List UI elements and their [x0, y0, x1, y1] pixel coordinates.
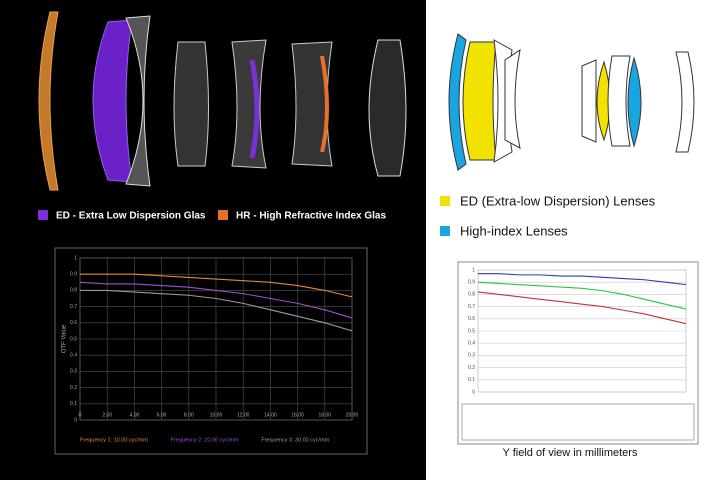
- lens-diagram: [448, 33, 695, 171]
- y-tick-label: 0.3: [468, 353, 475, 359]
- x-tick-label: 18.00: [319, 412, 332, 418]
- y-tick-label: 1: [472, 267, 475, 273]
- y-tick-label: 0.6: [70, 320, 77, 326]
- legend-label: ED (Extra-low Dispersion) Lenses: [460, 193, 656, 208]
- x-tick-label: 6.00: [157, 412, 167, 418]
- x-tick-label: 4.00: [130, 412, 140, 418]
- y-tick-label: 0.2: [468, 365, 475, 371]
- x-tick-label: 16.00: [291, 412, 304, 418]
- series-line: [478, 273, 687, 286]
- y-tick-label: 0.4: [468, 341, 475, 347]
- y-axis-label: OTF Value: [62, 324, 68, 353]
- y-tick-label: 0.9: [70, 272, 77, 278]
- y-tick-label: 0.3: [70, 369, 77, 375]
- caption: Y field of view in millimeters: [503, 447, 638, 459]
- y-tick-label: 0: [472, 389, 475, 395]
- y-tick-label: 0.4: [70, 353, 77, 359]
- x-tick-label: 0: [79, 412, 82, 418]
- legend-swatch: [440, 196, 450, 206]
- legend-label: ED - Extra Low Dispersion Glas: [56, 211, 206, 222]
- y-tick-label: 0.5: [468, 328, 475, 334]
- y-tick-label: 0.5: [70, 336, 77, 342]
- legend-swatch: [38, 210, 48, 220]
- y-tick-label: 0.9: [468, 280, 475, 286]
- x-tick-label: 12.00: [237, 412, 250, 418]
- chart-frame: [457, 261, 699, 445]
- legend-swatch: [218, 210, 228, 220]
- chart-footer-box: [461, 403, 695, 441]
- legend-label: High-index Lenses: [460, 223, 568, 238]
- legend-label: Frequency 1: 10.00 cyc/mm: [80, 437, 148, 443]
- lens-elements: [38, 11, 407, 191]
- x-tick-label: 20.00: [346, 412, 359, 418]
- y-tick-label: 0.1: [70, 401, 77, 407]
- y-tick-label: 1: [74, 255, 77, 261]
- y-tick-label: 0.2: [70, 385, 77, 391]
- left-background: [0, 0, 426, 480]
- legend-label: Frequency 2: 20.00 cyc/mm: [171, 437, 239, 443]
- chart-frame: [54, 247, 368, 455]
- legend-swatch: [440, 226, 450, 236]
- y-tick-label: 0.8: [70, 288, 77, 294]
- series-line: [80, 289, 353, 332]
- x-tick-label: 10.00: [210, 412, 223, 418]
- series-line: [477, 291, 687, 325]
- y-tick-label: 0: [74, 417, 77, 423]
- series-line: [79, 281, 353, 319]
- legend-label: HR - High Refractive Index Glas: [236, 211, 386, 222]
- x-tick-label: 2.00: [102, 412, 112, 418]
- legend-label: Frequency 3: 30.00 cyc/mm: [261, 437, 329, 443]
- y-tick-label: 0.6: [468, 316, 475, 322]
- y-tick-label: 0.7: [468, 304, 475, 310]
- x-tick-label: 14.00: [264, 412, 277, 418]
- series-line: [80, 273, 353, 298]
- y-tick-label: 0.8: [468, 292, 475, 298]
- y-tick-label: 0.7: [70, 304, 77, 310]
- y-tick-label: 0.1: [468, 377, 475, 383]
- series-line: [477, 281, 687, 310]
- x-tick-label: 8.00: [184, 412, 194, 418]
